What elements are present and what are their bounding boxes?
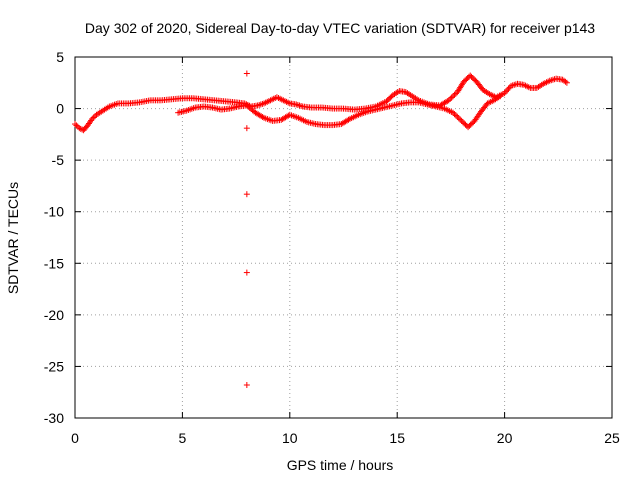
data-point xyxy=(76,125,83,132)
y-tick-label: -30 xyxy=(44,410,64,426)
data-point xyxy=(92,113,99,120)
data-point xyxy=(259,113,266,120)
data-point xyxy=(452,112,459,119)
data-point xyxy=(243,269,250,276)
data-point xyxy=(455,115,462,122)
data-points xyxy=(72,70,570,388)
data-point xyxy=(72,121,78,128)
x-tick-labels: 0 5 10 15 20 25 xyxy=(71,430,620,446)
data-point xyxy=(445,97,452,104)
data-point xyxy=(502,88,509,95)
y-tick-label: -20 xyxy=(44,307,64,323)
x-tick-label: 0 xyxy=(71,430,79,446)
x-tick-label: 5 xyxy=(179,430,187,446)
data-point xyxy=(243,381,250,388)
data-point xyxy=(448,94,455,101)
data-point xyxy=(447,95,454,102)
data-point xyxy=(243,70,250,77)
y-axis-label: SDTVAR / TECUs xyxy=(5,182,21,294)
data-point xyxy=(497,93,504,100)
data-point xyxy=(454,113,461,120)
plot-frame xyxy=(74,56,613,419)
x-tick-label: 10 xyxy=(282,430,298,446)
data-point xyxy=(457,116,464,123)
y-tick-label: -15 xyxy=(44,255,64,271)
data-point xyxy=(243,191,250,198)
y-tick-labels: 5 0 -5 -10 -15 -20 -25 -30 xyxy=(44,49,64,426)
data-point xyxy=(90,114,97,121)
y-tick-label: 0 xyxy=(56,101,64,117)
data-point xyxy=(79,126,86,133)
data-point xyxy=(243,125,250,132)
data-point xyxy=(345,116,352,123)
data-point xyxy=(505,85,512,92)
data-point xyxy=(451,111,458,118)
data-point xyxy=(89,115,96,122)
data-point xyxy=(450,109,457,116)
data-point xyxy=(501,90,508,97)
x-tick-label: 20 xyxy=(497,430,513,446)
x-axis-label: GPS time / hours xyxy=(287,457,394,473)
y-tick-label: -10 xyxy=(44,204,64,220)
data-point xyxy=(562,78,569,85)
x-tick-label: 15 xyxy=(389,430,405,446)
y-tick-label: 5 xyxy=(56,49,64,65)
x-tick-label: 25 xyxy=(604,430,620,446)
data-point xyxy=(504,87,511,94)
data-point xyxy=(563,79,570,86)
y-tick-label: -5 xyxy=(52,152,65,168)
data-point xyxy=(451,91,458,98)
chart-title: Day 302 of 2020, Sidereal Day-to-day VTE… xyxy=(85,20,595,36)
data-point xyxy=(73,122,80,129)
axis-ticks xyxy=(74,56,613,419)
y-tick-label: -25 xyxy=(44,358,64,374)
data-point xyxy=(450,93,457,100)
